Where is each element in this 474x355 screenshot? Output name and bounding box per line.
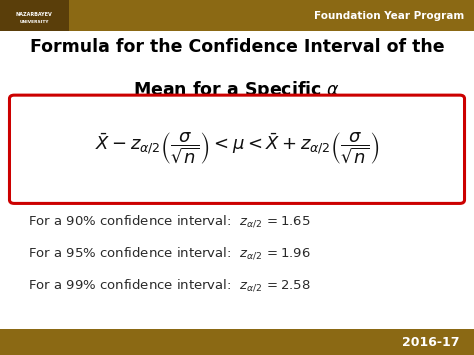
Bar: [0, 31, 474, 329]
FancyBboxPatch shape: [9, 95, 465, 203]
Bar: [0, 0, 69, 31]
Text: For a 99% confidence interval:  $z_{\alpha/2}\,=2.58$: For a 99% confidence interval: $z_{\alph…: [28, 277, 311, 293]
Text: 2016-17: 2016-17: [402, 336, 460, 349]
Text: $\bar{X} - z_{\alpha/2}\left(\dfrac{\sigma}{\sqrt{n}}\right) < \mu < \bar{X} + z: $\bar{X} - z_{\alpha/2}\left(\dfrac{\sig…: [94, 131, 380, 168]
Text: For a 95% confidence interval:  $z_{\alpha/2}\,=1.96$: For a 95% confidence interval: $z_{\alph…: [28, 245, 311, 261]
Text: UNIVERSITY: UNIVERSITY: [19, 21, 49, 24]
Text: For a 90% confidence interval:  $z_{\alpha/2}\,=1.65$: For a 90% confidence interval: $z_{\alph…: [28, 213, 311, 229]
Text: NAZARBAYEV: NAZARBAYEV: [16, 12, 53, 17]
Text: Formula for the Confidence Interval of the: Formula for the Confidence Interval of t…: [30, 38, 444, 56]
Bar: [0, 0, 474, 31]
Bar: [0, 329, 474, 355]
Text: Foundation Year Program: Foundation Year Program: [314, 11, 465, 21]
Text: Mean for a Specific $\alpha$: Mean for a Specific $\alpha$: [133, 79, 341, 101]
